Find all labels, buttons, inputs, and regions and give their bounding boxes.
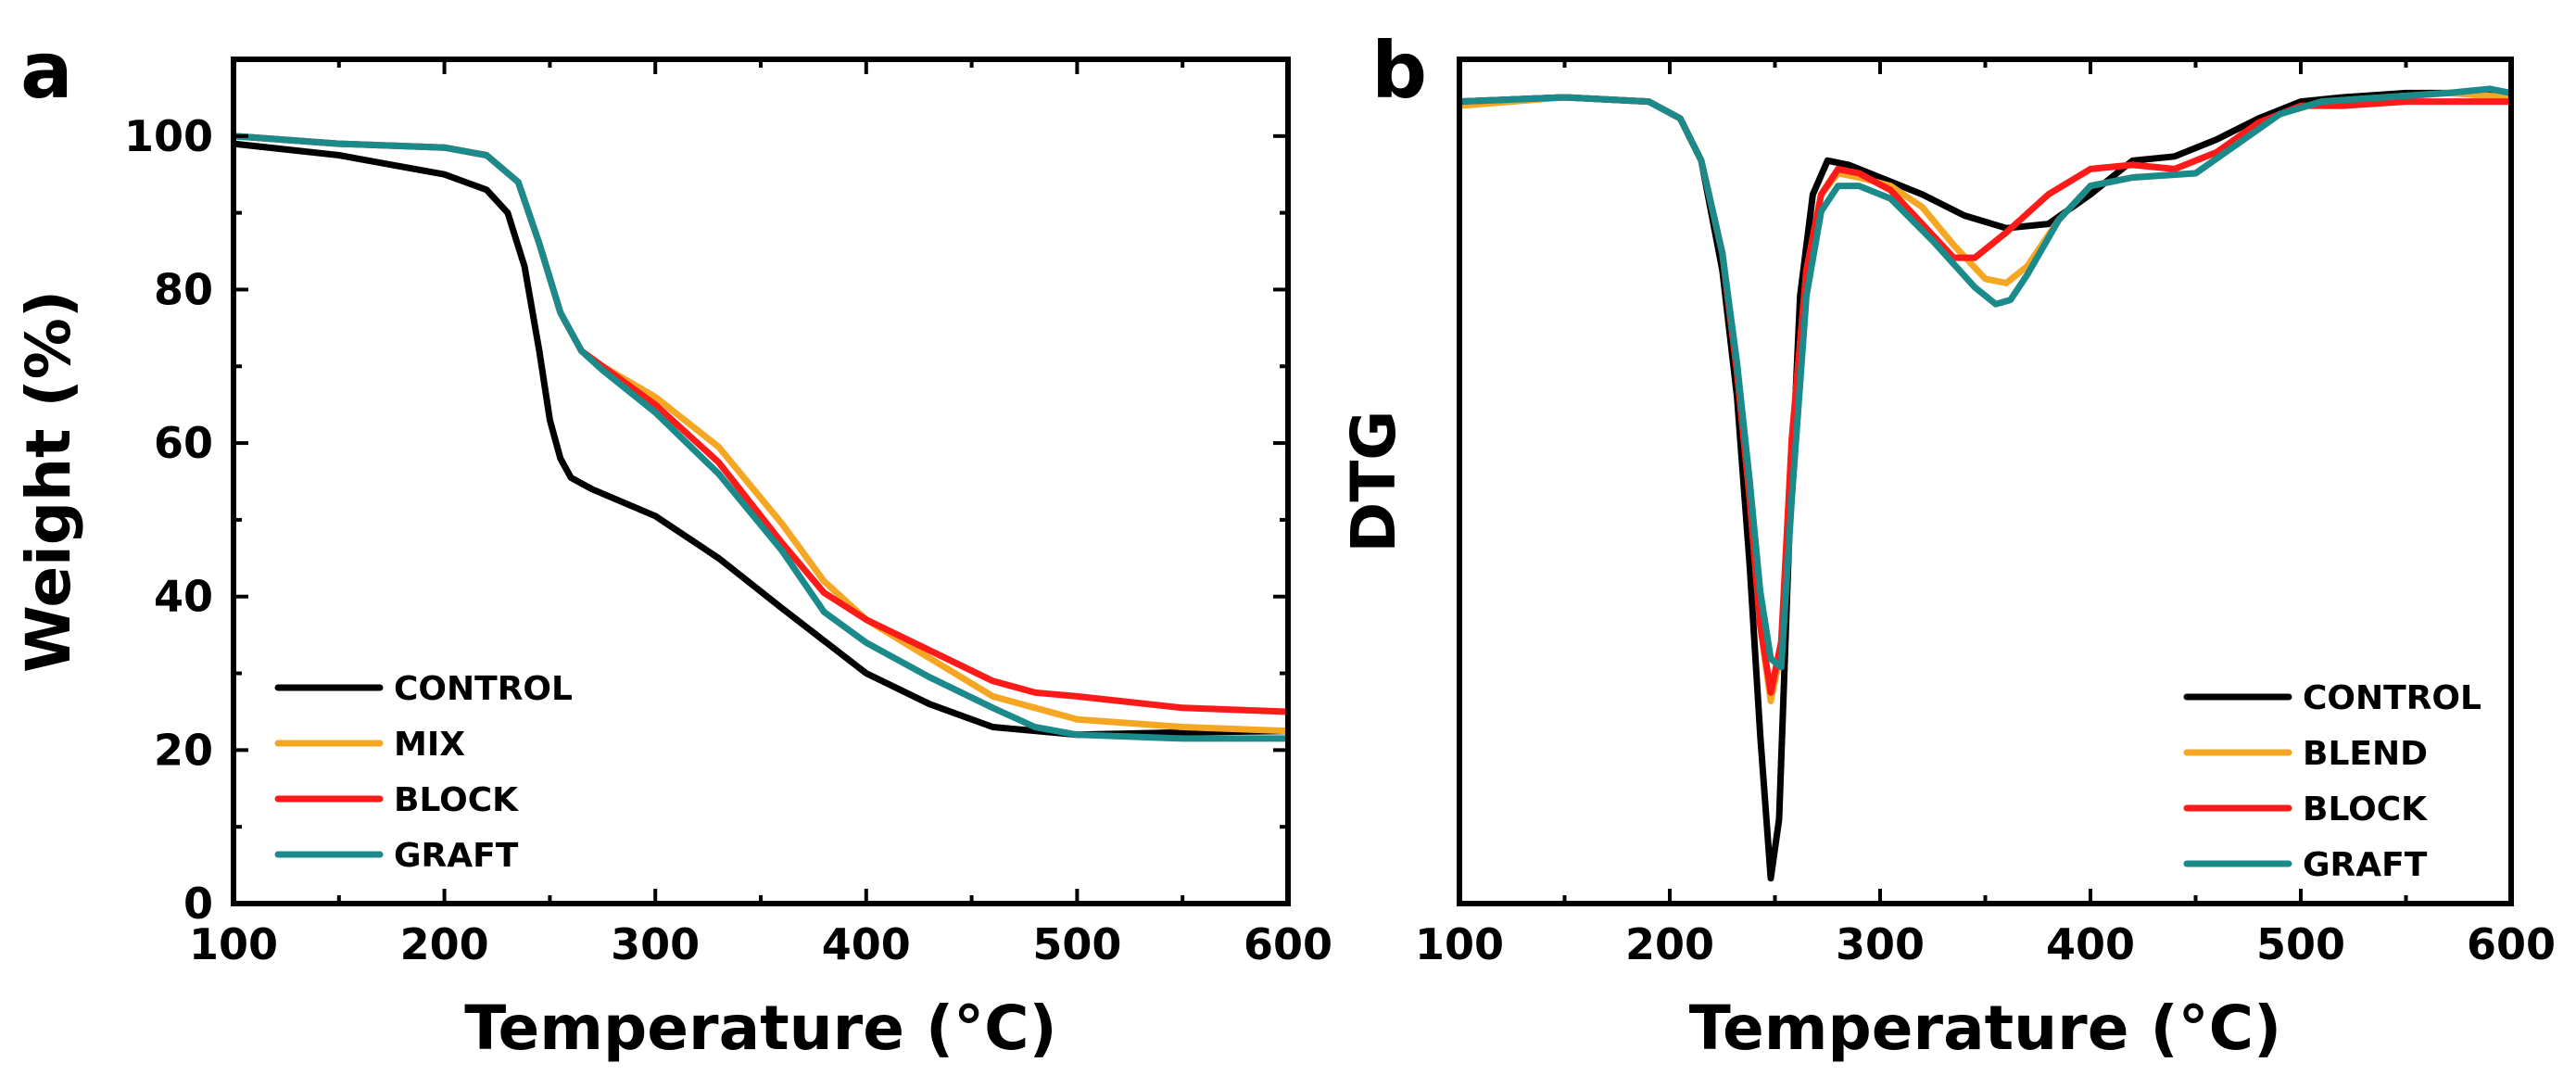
panel-a-y-tick-label: 40 (154, 572, 213, 622)
panel-b-x-axis-title: Temperature (°C) (1689, 993, 2281, 1064)
panel-a-y-tick-label: 60 (154, 418, 213, 468)
panel-a-panel-letter: a (20, 25, 73, 116)
panel-a-series-group (234, 133, 1288, 742)
panel-a-legend: CONTROL MIX BLOCK GRAFT (274, 670, 573, 875)
panel-a-legend-label-graft: GRAFT (394, 837, 519, 875)
panel-b-x-tick-label: 300 (1836, 919, 1925, 969)
panel-b-legend-label-blend: BLEND (2303, 735, 2428, 773)
panel-b-legend-label-control: CONTROL (2303, 679, 2481, 717)
panel-a-y-axis-title: Weight (%) (13, 290, 84, 673)
panel-b-series-graft (1459, 85, 2511, 671)
panel-a-y-tick-label: 0 (183, 879, 213, 929)
panel-a-y-tick-label: 20 (154, 725, 213, 775)
panel-a-legend-label-block: BLOCK (394, 781, 519, 819)
panel-b-axes-frame (1457, 57, 2514, 906)
panel-b-legend: CONTROL BLEND BLOCK GRAFT (2183, 679, 2481, 884)
panel-a-series-block (234, 133, 1288, 715)
panel-b-x-tick-label: 400 (2046, 919, 2135, 969)
panel-a-legend-label-control: CONTROL (394, 670, 573, 708)
panel-a-series-graft (234, 133, 1288, 742)
panel-a-series-mix (234, 133, 1288, 735)
panel-b-x-tick-label: 200 (1625, 919, 1714, 969)
panel-a-x-tick-label: 100 (189, 919, 278, 969)
panel-b-series-blend (1459, 89, 2511, 704)
panel-b-series-block (1459, 94, 2511, 696)
panel-a-x-tick-label: 300 (611, 919, 700, 969)
panel-a: 100 200 300 400 500 600 0 20 40 60 80 100 Temperatur… (13, 25, 1332, 1064)
panel-a-y-tick-label: 80 (154, 264, 213, 314)
panel-a-x-axis-title: Temperature (°C) (464, 993, 1056, 1064)
panel-b-legend-label-block: BLOCK (2303, 791, 2428, 829)
panel-a-x-tick-label: 500 (1032, 919, 1121, 969)
panel-a-legend-label-mix: MIX (394, 726, 465, 764)
panel-b-y-axis-title: DTG (1338, 411, 1409, 553)
panel-a-x-tick-label: 600 (1244, 919, 1332, 969)
panel-a-series-control (234, 140, 1288, 739)
panel-a-axes-frame (231, 57, 1291, 906)
panel-a-x-tick-label: 400 (822, 919, 911, 969)
panel-a-y-tick-label: 100 (124, 111, 213, 161)
panel-b-panel-letter: b (1371, 25, 1427, 116)
panel-b-legend-label-graft: GRAFT (2303, 846, 2428, 884)
panel-b-x-tick-label: 600 (2467, 919, 2556, 969)
panel-b-x-tick-label: 100 (1415, 919, 1504, 969)
panel-b-x-tick-label: 500 (2256, 919, 2345, 969)
panel-a-x-tick-label: 200 (400, 919, 489, 969)
panel-b-series-group (1459, 85, 2511, 882)
panel-b: 100 200 300 400 500 600 Temperature (°C) DTG b CO… (1338, 25, 2556, 1064)
